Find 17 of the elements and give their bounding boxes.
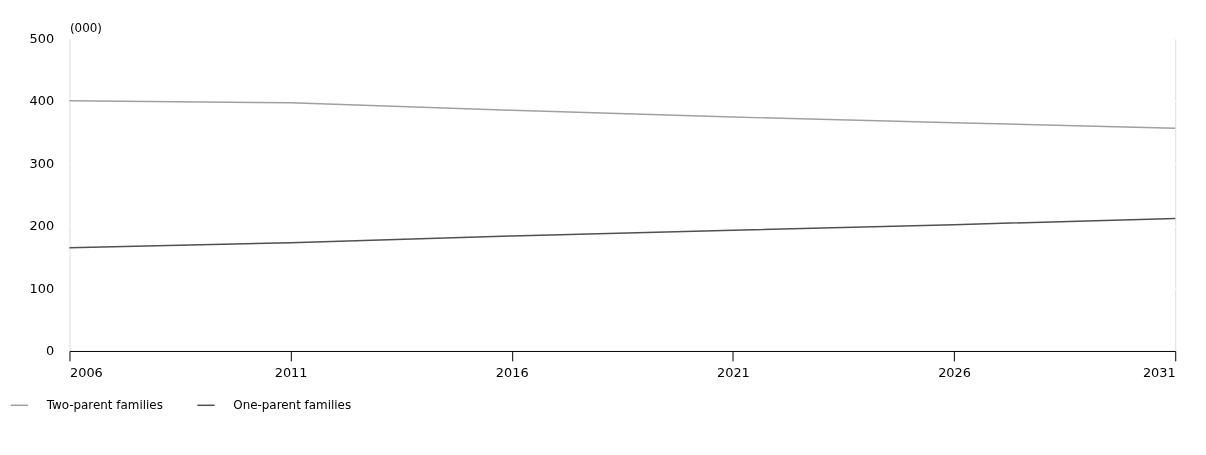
y-tick-label: 500 xyxy=(29,30,55,46)
x-tick-label: 2026 xyxy=(938,365,971,381)
y-tick-label: 300 xyxy=(29,155,55,171)
x-tick-label: 2006 xyxy=(69,365,103,381)
line-series xyxy=(68,217,1176,249)
y-tick-label: 400 xyxy=(29,93,55,109)
y-tick-label: 0 xyxy=(45,343,55,359)
x-tick-label: 2031 xyxy=(1142,365,1176,381)
x-tick-label: 2021 xyxy=(717,365,750,381)
x-tick-label: 2016 xyxy=(495,365,529,381)
legend-label: Two-parent families xyxy=(45,398,163,413)
y-tick-label: 200 xyxy=(29,218,55,234)
legend-label: One-parent families xyxy=(233,398,352,413)
line-series xyxy=(68,100,1176,130)
y-tick-label: 100 xyxy=(29,280,55,296)
y-axis-title: (000) xyxy=(69,20,102,35)
x-tick-label: 2011 xyxy=(274,365,308,381)
